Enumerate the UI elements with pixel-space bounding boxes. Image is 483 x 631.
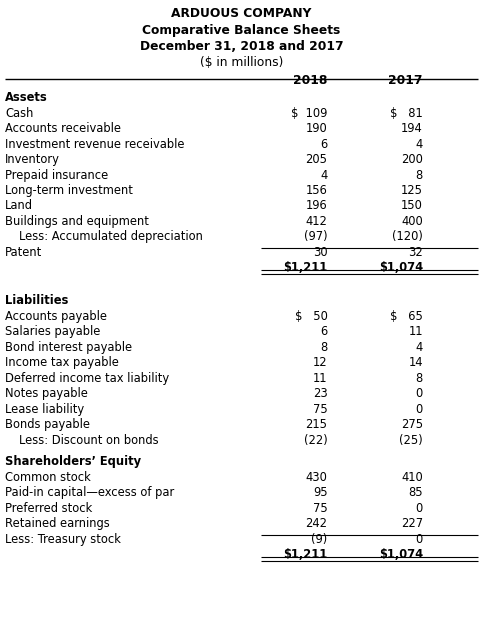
Text: 150: 150 (401, 199, 423, 213)
Text: 275: 275 (401, 418, 423, 431)
Text: 196: 196 (306, 199, 327, 213)
Text: $  109: $ 109 (291, 107, 327, 120)
Text: Less: Accumulated depreciation: Less: Accumulated depreciation (19, 230, 203, 244)
Text: Accounts receivable: Accounts receivable (5, 122, 121, 135)
Text: Retained earnings: Retained earnings (5, 517, 110, 530)
Text: 430: 430 (306, 471, 327, 484)
Text: 0: 0 (416, 387, 423, 400)
Text: 4: 4 (416, 138, 423, 151)
Text: 205: 205 (305, 153, 327, 166)
Text: Prepaid insurance: Prepaid insurance (5, 168, 108, 182)
Text: $1,211: $1,211 (283, 548, 327, 561)
Text: 23: 23 (313, 387, 327, 400)
Text: $   65: $ 65 (390, 310, 423, 323)
Text: 156: 156 (306, 184, 327, 197)
Text: Investment revenue receivable: Investment revenue receivable (5, 138, 185, 151)
Text: 242: 242 (305, 517, 327, 530)
Text: 412: 412 (306, 215, 327, 228)
Text: 75: 75 (313, 403, 327, 416)
Text: 194: 194 (401, 122, 423, 135)
Text: Long-term investment: Long-term investment (5, 184, 133, 197)
Text: 11: 11 (409, 326, 423, 338)
Text: 200: 200 (401, 153, 423, 166)
Text: Bonds payable: Bonds payable (5, 418, 90, 431)
Text: ($ in millions): ($ in millions) (200, 56, 283, 69)
Text: 14: 14 (409, 357, 423, 369)
Text: 6: 6 (320, 138, 327, 151)
Text: 0: 0 (416, 502, 423, 515)
Text: $   81: $ 81 (390, 107, 423, 120)
Text: Less: Discount on bonds: Less: Discount on bonds (19, 433, 159, 447)
Text: Preferred stock: Preferred stock (5, 502, 92, 515)
Text: ARDUOUS COMPANY: ARDUOUS COMPANY (171, 8, 312, 20)
Text: Deferred income tax liability: Deferred income tax liability (5, 372, 169, 385)
Text: Less: Treasury stock: Less: Treasury stock (5, 533, 121, 546)
Text: Common stock: Common stock (5, 471, 91, 484)
Text: 75: 75 (313, 502, 327, 515)
Text: 95: 95 (313, 487, 327, 499)
Text: 215: 215 (305, 418, 327, 431)
Text: Assets: Assets (5, 91, 48, 104)
Text: 8: 8 (320, 341, 327, 354)
Text: 227: 227 (401, 517, 423, 530)
Text: Income tax payable: Income tax payable (5, 357, 119, 369)
Text: December 31, 2018 and 2017: December 31, 2018 and 2017 (140, 40, 343, 53)
Text: (120): (120) (392, 230, 423, 244)
Text: Shareholders’ Equity: Shareholders’ Equity (5, 456, 142, 468)
Text: Accounts payable: Accounts payable (5, 310, 107, 323)
Text: 2017: 2017 (388, 74, 423, 87)
Text: (9): (9) (311, 533, 327, 546)
Text: 8: 8 (416, 372, 423, 385)
Text: Inventory: Inventory (5, 153, 60, 166)
Text: Lease liability: Lease liability (5, 403, 85, 416)
Text: Paid-in capital—excess of par: Paid-in capital—excess of par (5, 487, 174, 499)
Text: Cash: Cash (5, 107, 33, 120)
Text: Land: Land (5, 199, 33, 213)
Text: 0: 0 (416, 403, 423, 416)
Text: 125: 125 (401, 184, 423, 197)
Text: $1,074: $1,074 (379, 261, 423, 274)
Text: Buildings and equipment: Buildings and equipment (5, 215, 149, 228)
Text: (22): (22) (304, 433, 327, 447)
Text: $1,211: $1,211 (283, 261, 327, 274)
Text: 32: 32 (408, 246, 423, 259)
Text: (25): (25) (399, 433, 423, 447)
Text: 2018: 2018 (293, 74, 327, 87)
Text: 410: 410 (401, 471, 423, 484)
Text: Salaries payable: Salaries payable (5, 326, 100, 338)
Text: 4: 4 (320, 168, 327, 182)
Text: 8: 8 (416, 168, 423, 182)
Text: Comparative Balance Sheets: Comparative Balance Sheets (142, 24, 341, 37)
Text: 0: 0 (416, 533, 423, 546)
Text: 30: 30 (313, 246, 327, 259)
Text: (97): (97) (304, 230, 327, 244)
Text: 4: 4 (416, 341, 423, 354)
Text: 85: 85 (408, 487, 423, 499)
Text: Notes payable: Notes payable (5, 387, 88, 400)
Text: 12: 12 (313, 357, 327, 369)
Text: 190: 190 (306, 122, 327, 135)
Text: 400: 400 (401, 215, 423, 228)
Text: 6: 6 (320, 326, 327, 338)
Text: Bond interest payable: Bond interest payable (5, 341, 132, 354)
Text: 11: 11 (313, 372, 327, 385)
Text: $   50: $ 50 (295, 310, 327, 323)
Text: $1,074: $1,074 (379, 548, 423, 561)
Text: Liabilities: Liabilities (5, 295, 69, 307)
Text: Patent: Patent (5, 246, 43, 259)
